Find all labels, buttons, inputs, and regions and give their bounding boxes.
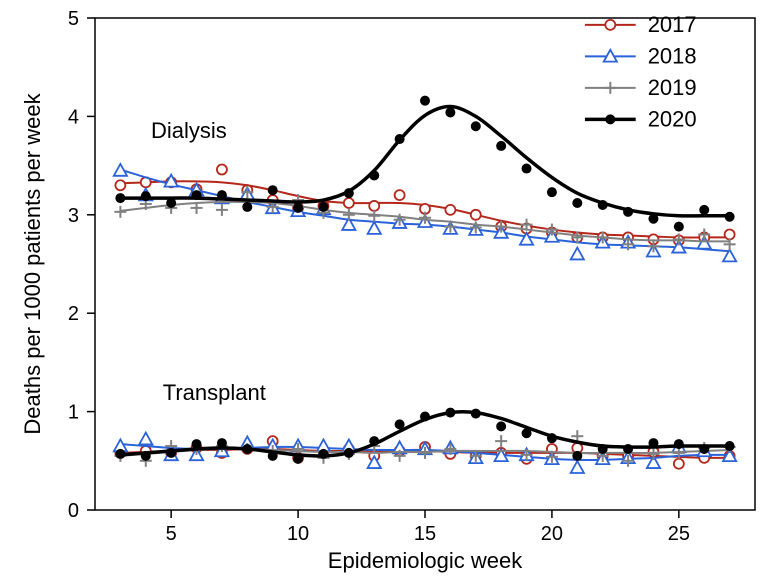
data-marker	[547, 187, 557, 197]
data-marker	[674, 439, 684, 449]
data-marker	[699, 205, 709, 215]
data-marker	[268, 451, 278, 461]
y-tick-label: 4	[68, 106, 79, 128]
data-marker	[217, 165, 227, 175]
x-tick-label: 15	[414, 523, 436, 545]
data-marker	[420, 96, 430, 106]
data-marker	[471, 121, 481, 131]
data-marker	[725, 229, 735, 239]
data-marker	[547, 433, 557, 443]
data-marker	[192, 439, 202, 449]
data-marker	[141, 191, 151, 201]
y-tick-label: 2	[68, 303, 79, 325]
data-marker	[395, 419, 405, 429]
data-marker	[648, 214, 658, 224]
data-marker	[369, 436, 379, 446]
data-marker	[115, 449, 125, 459]
group-label: Dialysis	[151, 118, 227, 143]
data-marker	[725, 441, 735, 451]
data-marker	[293, 203, 303, 213]
legend-label: 2020	[648, 106, 697, 131]
data-marker	[520, 233, 533, 245]
data-marker	[674, 222, 684, 232]
x-tick-label: 10	[287, 523, 309, 545]
data-marker	[368, 222, 381, 234]
x-tick-label: 20	[541, 523, 563, 545]
data-marker	[445, 107, 455, 117]
data-marker	[369, 201, 379, 211]
data-marker	[725, 212, 735, 222]
data-marker	[605, 114, 615, 124]
data-marker	[571, 248, 584, 260]
data-marker	[115, 193, 125, 203]
data-marker	[496, 141, 506, 151]
data-marker	[598, 200, 608, 210]
legend-label: 2019	[648, 75, 697, 100]
data-marker	[115, 180, 125, 190]
data-marker	[166, 198, 176, 208]
data-marker	[471, 409, 481, 419]
data-marker	[318, 449, 328, 459]
data-marker	[139, 433, 152, 445]
data-marker	[293, 454, 303, 464]
data-marker	[623, 444, 633, 454]
legend-label: 2017	[648, 12, 697, 37]
y-tick-label: 1	[68, 402, 79, 424]
data-marker	[623, 207, 633, 217]
x-tick-label: 25	[668, 523, 690, 545]
data-marker	[598, 444, 608, 454]
data-marker	[572, 451, 582, 461]
data-marker	[648, 438, 658, 448]
data-marker	[445, 205, 455, 215]
data-marker	[318, 202, 328, 212]
data-marker	[369, 170, 379, 180]
data-marker	[242, 444, 252, 454]
data-marker	[471, 210, 481, 220]
data-marker	[496, 421, 506, 431]
y-axis-title: Deaths per 1000 patients per week	[20, 92, 45, 434]
data-marker	[217, 190, 227, 200]
x-axis-title: Epidemiologic week	[328, 548, 523, 573]
data-marker	[445, 408, 455, 418]
x-tick-label: 5	[166, 523, 177, 545]
y-tick-label: 3	[68, 205, 79, 227]
data-marker	[192, 190, 202, 200]
data-marker	[572, 198, 582, 208]
data-marker	[141, 451, 151, 461]
legend-label: 2018	[648, 43, 697, 68]
data-marker	[420, 412, 430, 422]
data-marker	[344, 448, 354, 458]
mortality-chart: 5 10 15 20 25 Epidemiologic week 0 1 2 3 4 5 Deaths …	[0, 0, 777, 588]
data-marker	[699, 444, 709, 454]
data-marker	[166, 448, 176, 458]
data-marker	[395, 134, 405, 144]
data-marker	[571, 461, 584, 473]
data-marker	[268, 185, 278, 195]
data-marker	[522, 164, 532, 174]
data-marker	[674, 459, 684, 469]
y-tick-label: 5	[68, 8, 79, 30]
data-marker	[395, 190, 405, 200]
data-marker	[344, 188, 354, 198]
data-marker	[344, 198, 354, 208]
data-marker	[242, 202, 252, 212]
data-marker	[217, 438, 227, 448]
y-tick-label: 0	[68, 500, 79, 522]
group-label: Transplant	[163, 380, 266, 405]
data-marker	[114, 164, 127, 176]
data-marker	[522, 428, 532, 438]
data-marker	[605, 20, 615, 30]
